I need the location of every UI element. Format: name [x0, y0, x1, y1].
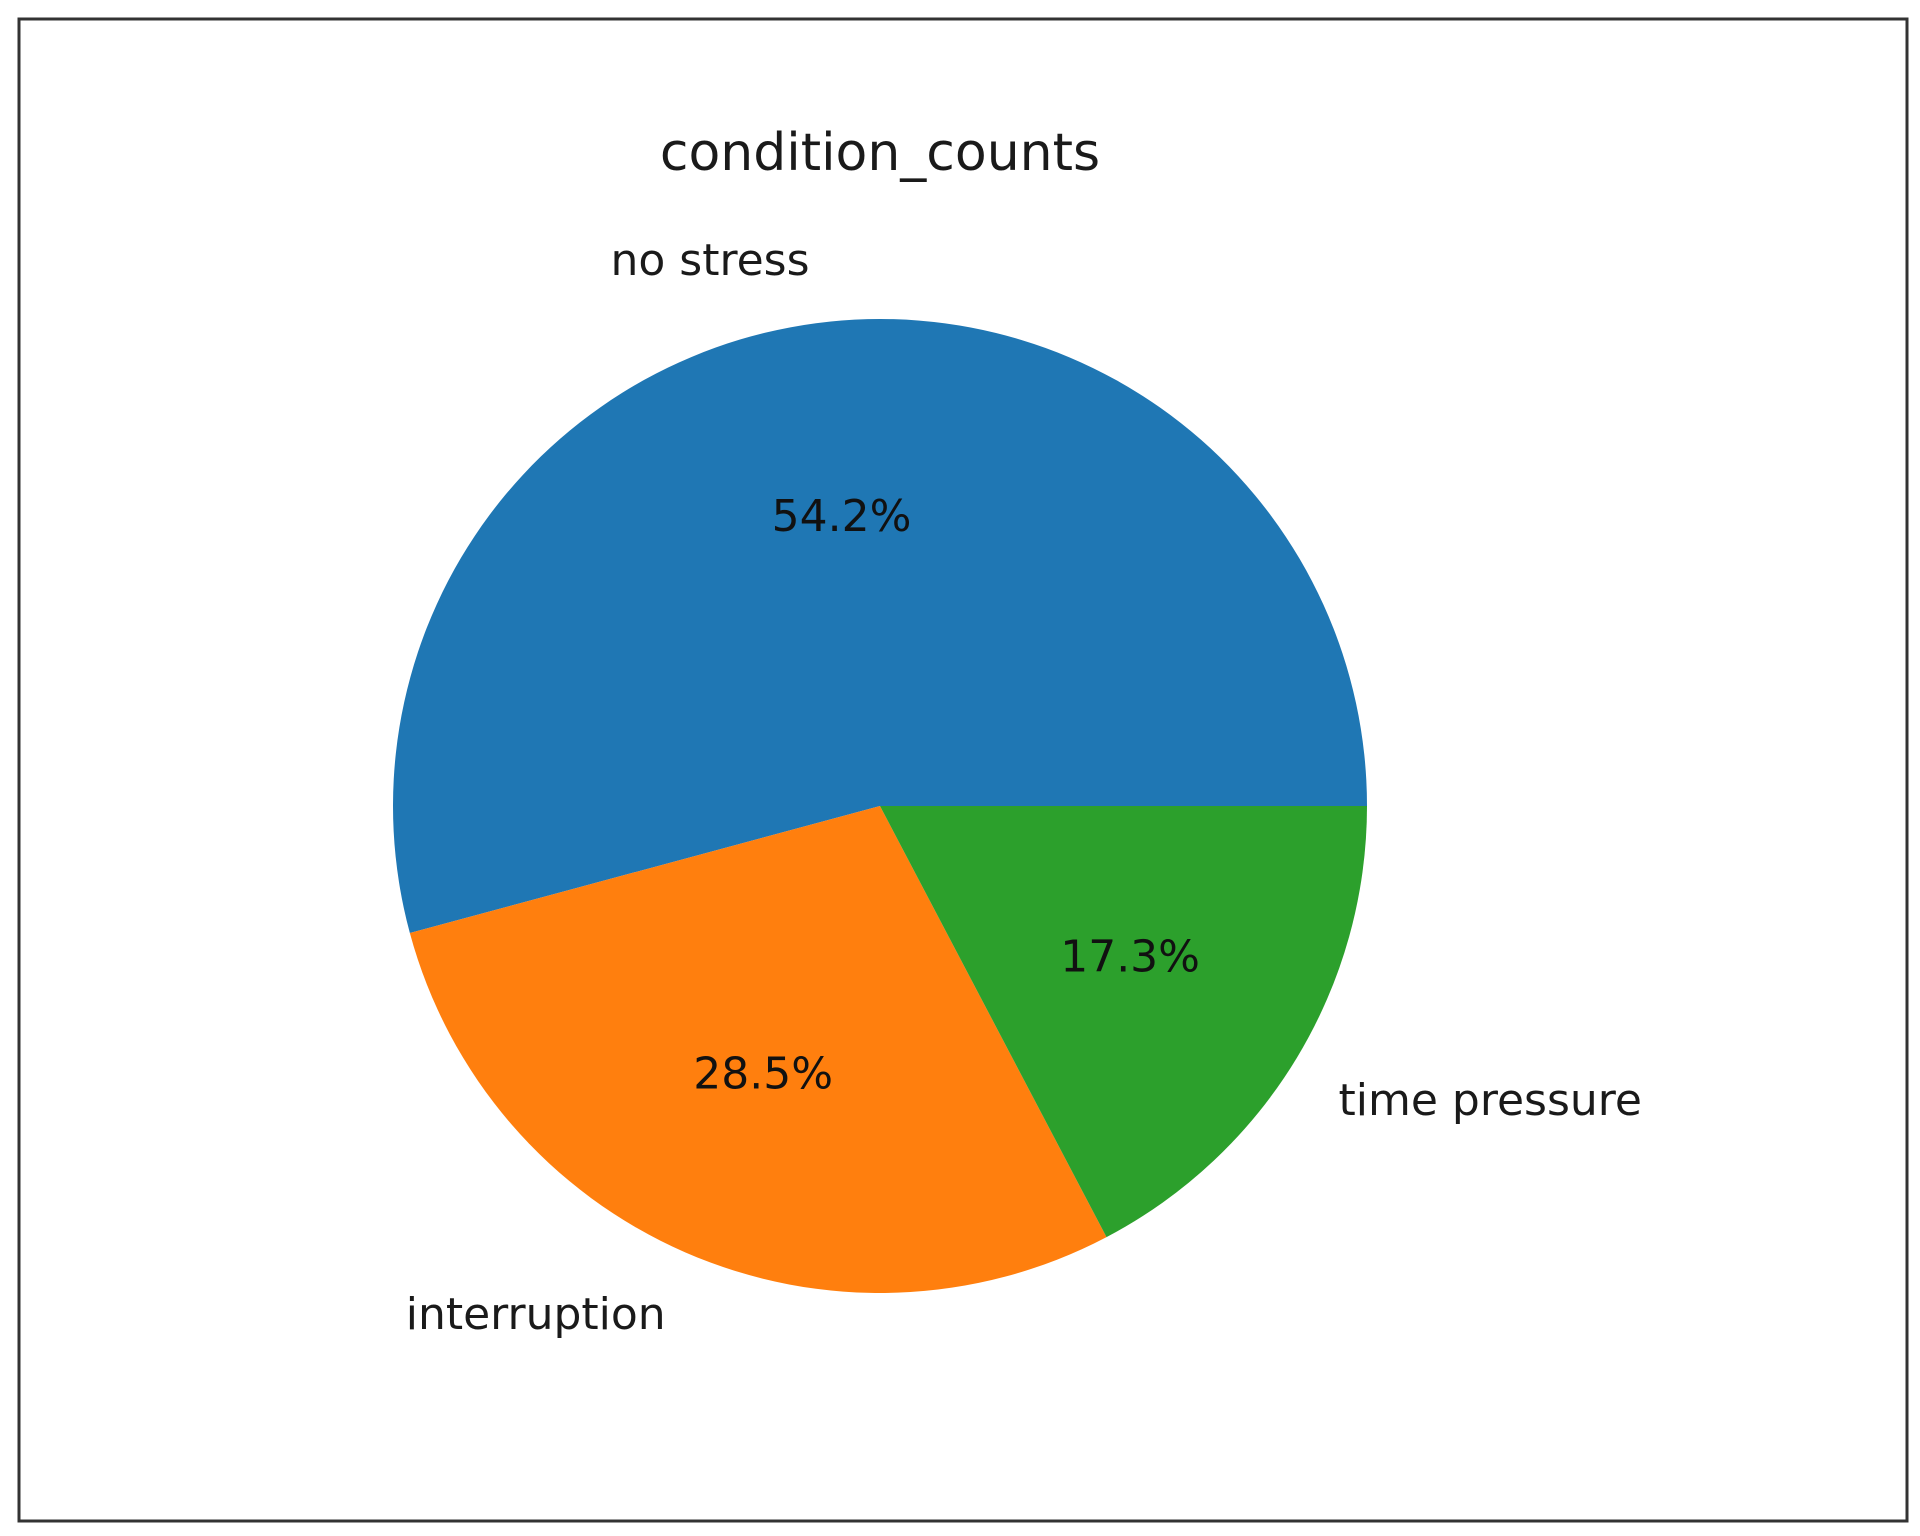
pct-label-time-pressure: 17.3%	[1060, 932, 1200, 983]
pie-labels: no stress 54.2% interruption 28.5% time pres…	[406, 235, 1642, 1340]
pie-slice-no-stress	[393, 318, 1367, 934]
slice-label-no-stress: no stress	[611, 235, 810, 286]
pct-label-no-stress: 54.2%	[772, 491, 912, 542]
slice-label-time-pressure: time pressure	[1339, 1075, 1642, 1126]
pie-slices	[393, 318, 1367, 1294]
pct-label-interruption: 28.5%	[693, 1048, 833, 1099]
pie-slice-time-pressure	[880, 806, 1367, 1238]
slice-label-interruption: interruption	[406, 1289, 666, 1340]
chart-title: condition_counts	[660, 123, 1100, 183]
pie-slice-interruption	[409, 806, 1107, 1294]
